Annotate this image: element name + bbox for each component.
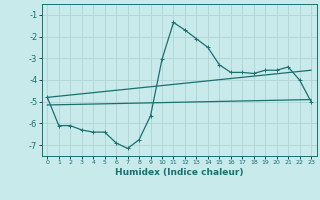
X-axis label: Humidex (Indice chaleur): Humidex (Indice chaleur) <box>115 168 244 177</box>
